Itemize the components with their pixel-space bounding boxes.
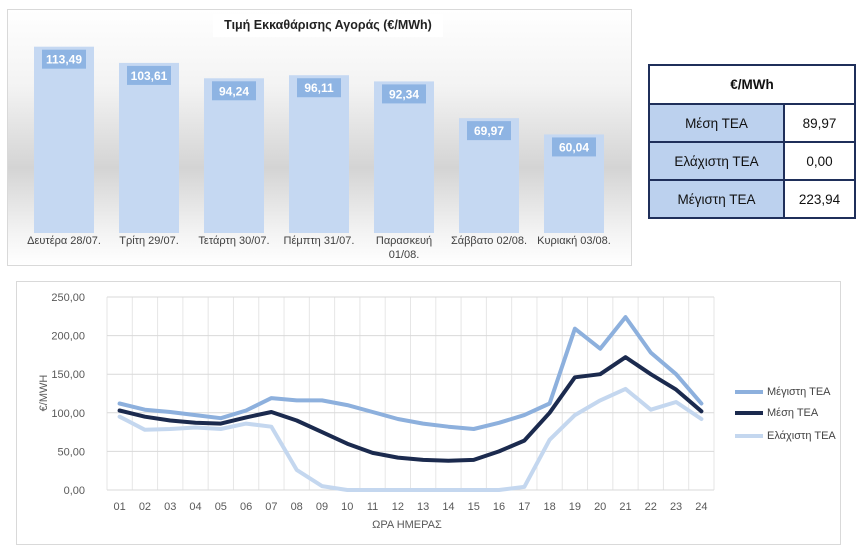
bar-chart-card: Τιμή Εκκαθάρισης Αγοράς (€/MWh) 113,49 Δε…	[7, 9, 632, 266]
series-line	[117, 315, 704, 431]
bar-value-label-bg	[212, 81, 256, 101]
bar-value-label: 69,97	[474, 124, 504, 138]
table-row: Μέγιστη ΤΕΑ 223,94	[648, 179, 856, 219]
legend-item: Μέση ΤΕΑ	[735, 407, 818, 419]
x-tick-label: 10	[341, 501, 353, 513]
bar-value-label: 94,24	[219, 84, 249, 98]
x-tick-label: 21	[619, 501, 631, 513]
y-tick-label: 250,00	[51, 292, 85, 304]
bar	[289, 75, 349, 233]
x-tick-label: 20	[594, 501, 606, 513]
x-tick-label: 05	[215, 501, 227, 513]
legend-label: Μέγιστη ΤΕΑ	[767, 386, 831, 398]
tea-summary-table: €/MWh Μέση ΤΕΑ 89,97 Ελάχιστη ΤΕΑ 0,00 Μ…	[648, 64, 856, 219]
bar-value-label: 60,04	[559, 140, 589, 154]
table-row-value: 223,94	[783, 179, 856, 219]
x-tick-label: 01	[114, 501, 126, 513]
x-tick-label: Πέμπτη 31/07.	[284, 235, 355, 247]
x-tick-label: Σάββατο 02/08.	[451, 235, 527, 247]
y-axis-label: €/MWH	[38, 375, 50, 412]
series-line	[117, 355, 704, 463]
table-row-label: Ελάχιστη ΤΕΑ	[648, 141, 785, 181]
bar-value-label: 92,34	[389, 87, 419, 101]
x-tick-label: 13	[417, 501, 429, 513]
legend-label: Μέση ΤΕΑ	[767, 407, 819, 419]
y-tick-label: 0,00	[64, 485, 85, 497]
x-tick-label: 04	[189, 501, 201, 513]
bar	[119, 62, 179, 233]
x-tick-label: 16	[493, 501, 505, 513]
x-tick-label: 23	[670, 501, 682, 513]
y-tick-label: 50,00	[57, 446, 85, 458]
x-tick-label: 09	[316, 501, 328, 513]
bar-value-label-bg	[552, 137, 596, 157]
x-tick-label: 15	[468, 501, 480, 513]
x-tick-label: 17	[518, 501, 530, 513]
bar-value-label: 113,49	[46, 53, 82, 67]
line-chart-plot: 0,00 50,00 100,00 150,00 200,00 250,00 01 02 03 0…	[38, 292, 715, 531]
table-header: €/MWh	[648, 64, 856, 105]
x-tick-label: 18	[543, 501, 555, 513]
bar-value-label-bg	[127, 65, 171, 85]
x-tick-label: 01/08.	[389, 249, 420, 261]
y-tick-label: 200,00	[51, 331, 85, 343]
bar-value-label-bg	[297, 78, 341, 98]
legend-item: Ελάχιστη ΤΕΑ	[735, 430, 836, 442]
legend-label: Ελάχιστη ΤΕΑ	[767, 430, 836, 442]
x-tick-label: 06	[240, 501, 252, 513]
bar-value-label: 96,11	[304, 81, 334, 95]
x-tick-label: Κυριακή 03/08.	[537, 235, 611, 247]
table-row-label: Μέγιστη ΤΕΑ	[648, 179, 785, 219]
series-line	[117, 386, 704, 492]
x-tick-label: 22	[645, 501, 657, 513]
bar	[34, 46, 94, 233]
x-axis-label: ΩΡΑ ΗΜΕΡΑΣ	[372, 519, 442, 531]
x-tick-label: Τρίτη 29/07.	[119, 235, 179, 247]
x-tick-label: Δευτέρα 28/07.	[27, 235, 101, 247]
table-row: Μέση ΤΕΑ 89,97	[648, 103, 856, 143]
x-tick-label: 11	[367, 501, 378, 513]
x-tick-label: Παρασκευή	[376, 235, 432, 247]
x-tick-label: 02	[139, 501, 151, 513]
legend-swatch	[735, 390, 763, 395]
x-tick-label: Τετάρτη 30/07.	[198, 235, 269, 247]
y-tick-label: 150,00	[51, 369, 85, 381]
table-row-value: 89,97	[783, 103, 856, 143]
legend-item: Μέγιστη ΤΕΑ	[735, 386, 831, 398]
y-tick-label: 100,00	[51, 408, 85, 420]
bar-chart-title: Τιμή Εκκαθάρισης Αγοράς (€/MWh)	[213, 14, 443, 37]
bar	[374, 81, 434, 233]
bar-value-label-bg	[467, 121, 511, 141]
table-row-label: Μέση ΤΕΑ	[648, 103, 785, 143]
x-tick-label: 12	[392, 501, 404, 513]
table-row: Ελάχιστη ΤΕΑ 0,00	[648, 141, 856, 181]
x-tick-label: 03	[164, 501, 176, 513]
table-row-value: 0,00	[783, 141, 856, 181]
x-tick-label: 07	[265, 501, 277, 513]
legend-swatch	[735, 411, 763, 416]
table-header-row: €/MWh	[648, 64, 856, 105]
legend-swatch	[735, 434, 763, 439]
x-tick-label: 24	[695, 501, 707, 513]
x-tick-label: 08	[291, 501, 303, 513]
bar-value-label-bg	[382, 84, 426, 104]
bar-value-label: 103,61	[131, 69, 168, 83]
line-chart-card: 0,00 50,00 100,00 150,00 200,00 250,00 01 02 03 0…	[16, 281, 841, 545]
bar-chart-plot: 113,49 Δευτέρα 28/07. 103,61 Τρίτη 29/07. 94…	[27, 46, 611, 261]
x-tick-label: 19	[569, 501, 581, 513]
x-tick-label: 14	[442, 501, 454, 513]
bar-value-label-bg	[42, 49, 86, 69]
bar	[204, 78, 264, 233]
